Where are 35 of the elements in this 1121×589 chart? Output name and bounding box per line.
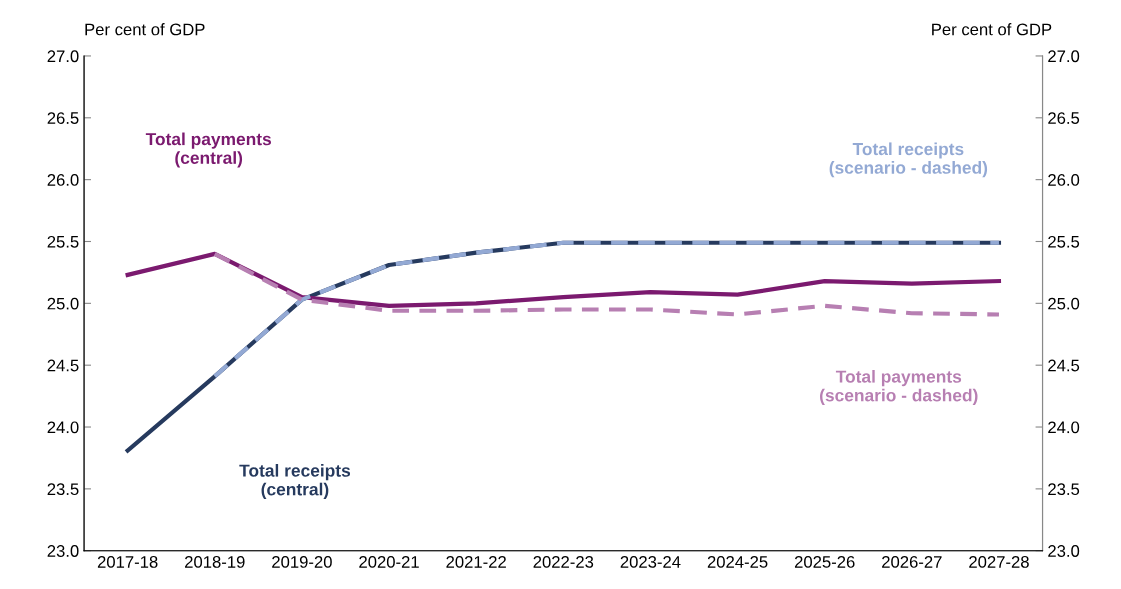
x-tick-label: 2022-23 xyxy=(533,556,594,568)
x-tick-label: 2019-20 xyxy=(272,556,332,568)
y-tick-label: 27.0 xyxy=(47,50,79,63)
y-tick-label: 26.5 xyxy=(47,112,79,124)
y-tick-label: 25.0 xyxy=(47,297,79,310)
text: Total receipts (central) xyxy=(239,464,351,499)
y-tick-label: 26.0 xyxy=(47,174,79,186)
x-tick-label: 2024-25 xyxy=(707,556,768,568)
y2-tick-label: 24.5 xyxy=(1048,359,1080,372)
x-tick-label: 2017-18 xyxy=(97,556,158,568)
y-axis-title: Per cent of GDP xyxy=(85,23,205,36)
text: Total receipts (scenario - dashed) xyxy=(829,142,988,178)
y2-axis-title: Per cent of GDP xyxy=(932,23,1052,36)
x-tick-label: 2020-21 xyxy=(359,556,419,568)
x-tick-label: 2021-22 xyxy=(446,556,506,568)
y2-tick-label: 23.5 xyxy=(1048,483,1080,496)
text: Total payments (scenario - dashed) xyxy=(820,370,978,405)
y-tick-label: 24.0 xyxy=(47,421,79,434)
x-tick-label: 2026-27 xyxy=(882,556,942,568)
y-tick-label: 24.5 xyxy=(47,359,79,372)
x-tick-label: 2023-24 xyxy=(620,556,681,568)
x-tick-label: 2018-19 xyxy=(185,556,245,568)
y2-tick-label: 23.0 xyxy=(1048,545,1080,557)
y2-tick-label: 24.0 xyxy=(1048,421,1080,434)
y2-tick-label: 25.5 xyxy=(1048,235,1080,248)
y2-tick-label: 26.5 xyxy=(1048,112,1080,124)
y2-tick-label: 25.0 xyxy=(1048,297,1080,310)
y-tick-label: 25.5 xyxy=(47,235,79,248)
y-tick-label: 23.5 xyxy=(47,483,79,496)
y2-tick-label: 26.0 xyxy=(1048,174,1080,186)
y-tick-label: 23.0 xyxy=(47,545,79,557)
text: Total payments (central) xyxy=(145,132,271,168)
x-tick-label: 2025-26 xyxy=(794,556,855,568)
y2-tick-label: 27.0 xyxy=(1048,50,1080,63)
x-tick-label: 2027-28 xyxy=(969,556,1029,568)
